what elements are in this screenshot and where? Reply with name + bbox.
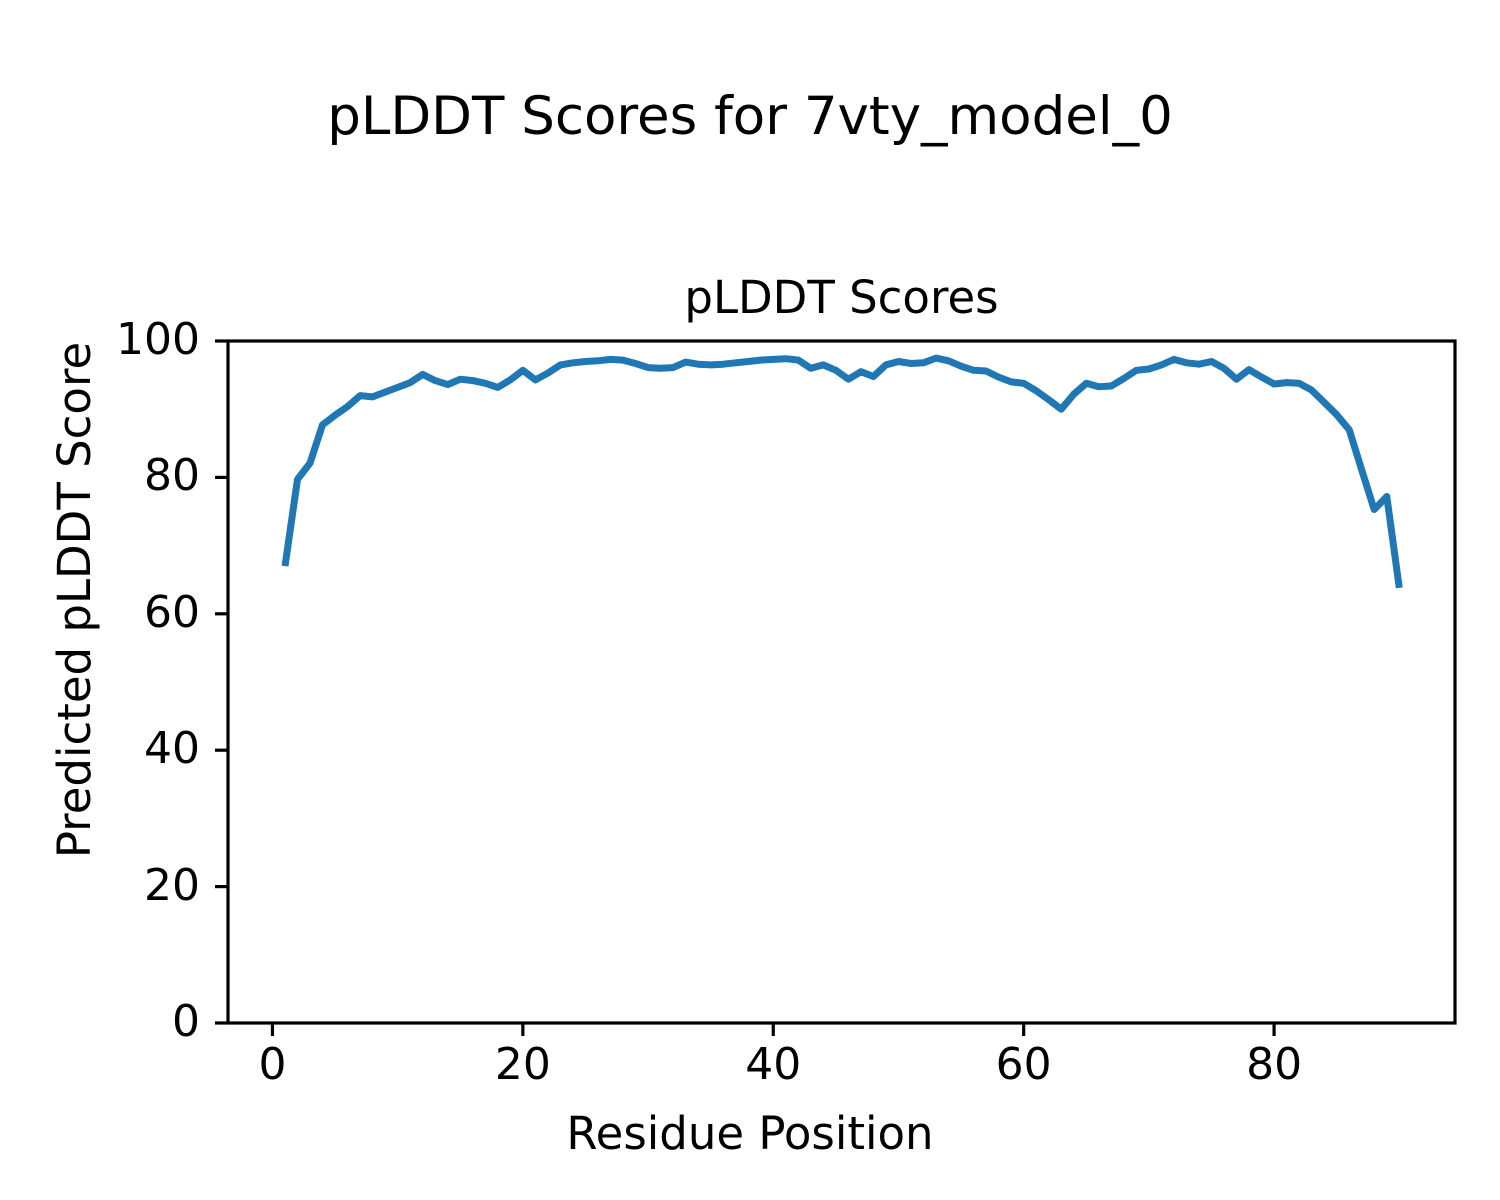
axes-title: pLDDT Scores [684, 271, 999, 324]
x-tick-label: 60 [995, 1039, 1052, 1090]
axes-spines [226, 339, 1457, 1025]
x-tick-label: 0 [258, 1039, 287, 1090]
y-tick-label: 0 [172, 996, 200, 1047]
y-tick-label: 40 [144, 723, 200, 775]
plddt-line [281, 354, 1403, 589]
x-tick-label: 20 [494, 1039, 551, 1090]
y-tick-label: 60 [144, 586, 200, 638]
y-tick-label: 100 [116, 314, 200, 365]
figure-title: pLDDT Scores for 7vty_model_0 [327, 86, 1173, 147]
y-tick-label: 80 [144, 450, 200, 502]
x-tick-label: 80 [1246, 1039, 1303, 1090]
x-axis-label: Residue Position [566, 1107, 934, 1160]
y-tick-label: 20 [144, 859, 200, 911]
x-tick-label: 40 [745, 1039, 802, 1090]
